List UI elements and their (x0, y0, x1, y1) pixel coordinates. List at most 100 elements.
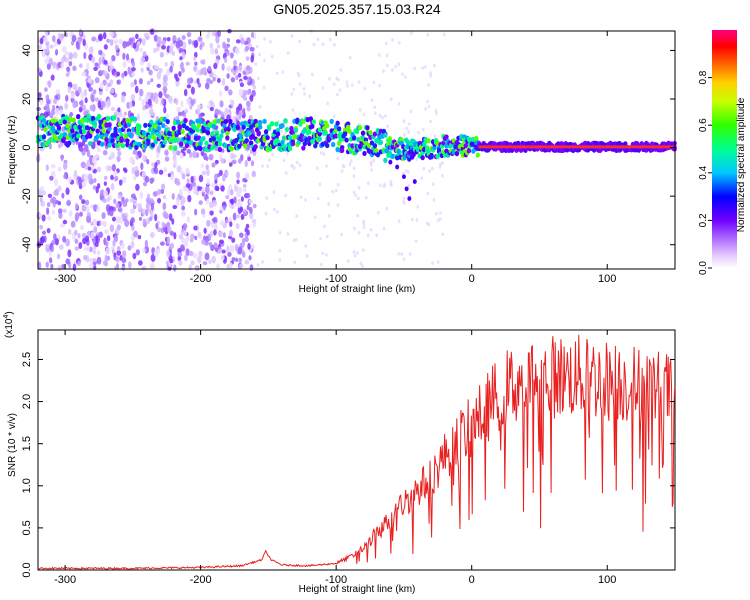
spectrogram-noise-cell (78, 194, 83, 200)
spectrogram-noise-cell (85, 205, 90, 213)
spectrogram-noise-cell (221, 249, 226, 254)
spectrogram-y-tick-label: -40 (21, 237, 33, 253)
spectrogram-noise-cell (163, 166, 168, 173)
spectrogram-noise-cell (229, 230, 233, 237)
spectrogram-noise-cell (145, 202, 150, 211)
spectrogram-noise-cell (106, 98, 111, 106)
spectrogram-noise-cell (209, 210, 214, 216)
spectrogram-noise-cell (299, 195, 303, 200)
spectrogram-band-cell (412, 179, 417, 184)
spectrogram-noise-cell (176, 199, 180, 208)
spectrogram-noise-cell (133, 230, 138, 238)
spectrogram-noise-cell (402, 257, 406, 262)
spectrogram-noise-cell (50, 263, 54, 269)
spectrogram-y-ticks: -40 -20 0 20 40 (21, 44, 675, 253)
spectrogram-noise-cell (197, 255, 202, 264)
spectrogram-noise-cell (41, 190, 46, 196)
spectrogram-noise-cell (167, 173, 171, 178)
spectrogram-noise-cell (308, 94, 312, 99)
spectrogram-noise-cell (238, 257, 242, 263)
snr-x-tick-label: -100 (325, 574, 347, 586)
spectrogram-band-cell (137, 123, 142, 129)
spectrogram-band-cell (287, 145, 293, 152)
spectrogram-band-cell (241, 124, 246, 130)
spectrogram-noise-cell (196, 77, 200, 85)
spectrogram-noise-cell (168, 213, 173, 221)
spectrogram-noise-cell (415, 157, 419, 161)
spectrogram-noise-cell (130, 240, 135, 249)
spectrogram-x-ticks: -300 -200 -100 0 100 (54, 31, 616, 285)
spectrogram-noise-cell (62, 235, 67, 243)
spectrogram-noise-cell (168, 265, 172, 271)
spectrogram-noise-cell (142, 218, 146, 225)
spectrogram-noise-cell (251, 170, 256, 178)
spectrogram-noise-cell (91, 165, 95, 171)
spectrogram-noise-cell (339, 68, 343, 72)
spectrogram-noise-cell (153, 250, 159, 257)
spectrogram-noise-cell (178, 39, 184, 47)
spectrogram-noise-cell (190, 260, 195, 266)
spectrogram-noise-cell (100, 100, 106, 108)
spectrogram-noise-cell (49, 111, 53, 117)
spectrogram-noise-cell (225, 171, 229, 177)
spectrogram-noise-cell (141, 265, 147, 271)
spectrogram-noise-cell (173, 159, 178, 166)
spectrogram-noise-cell (225, 219, 229, 224)
spectrogram-noise-cell (195, 190, 199, 196)
spectrogram-noise-cell (432, 197, 436, 202)
spectrogram-band-cell (248, 140, 254, 146)
spectrogram-noise-cell (202, 67, 207, 75)
spectrogram-noise-cell (92, 204, 98, 210)
spectrogram-noise-cell (171, 193, 175, 200)
spectrogram-band-cell (228, 118, 233, 125)
snr-series-line (37, 334, 676, 571)
spectrogram-noise-cell (173, 264, 177, 272)
spectrogram-noise-cell (75, 41, 80, 50)
spectrogram-noise-cell (150, 202, 154, 211)
spectrogram-band-cell (283, 118, 288, 124)
spectrogram-noise-cell (118, 206, 123, 213)
spectrogram-noise-cell (41, 214, 46, 222)
spectrogram-noise-cell (82, 237, 87, 245)
spectrogram-noise-cell (88, 86, 93, 92)
spectrogram-band-cell (174, 137, 179, 143)
spectrogram-noise-cell (164, 156, 170, 162)
spectrogram-noise-cell (438, 211, 442, 215)
spectrogram-noise-cell (246, 105, 251, 112)
spectrogram-band-cell (177, 125, 182, 131)
spectrogram-noise-cell (422, 166, 426, 171)
spectrogram-band-cell (105, 115, 111, 122)
spectrogram-noise-cell (242, 177, 247, 183)
spectrogram-noise-cell (402, 119, 406, 123)
spectrogram-noise-cell (122, 61, 127, 69)
spectrogram-band-cell (76, 133, 81, 139)
spectrogram-noise-cell (389, 182, 393, 187)
spectrogram-y-tick-label: 40 (21, 44, 33, 56)
spectrogram-noise-cell (118, 38, 123, 45)
spectrogram-noise-cell (119, 216, 124, 224)
snr-x-ticks: -300 -200 -100 0 100 (54, 330, 616, 586)
spectrogram-noise-cell (282, 158, 286, 163)
spectrogram-noise-cell (109, 39, 114, 46)
spectrogram-noise-cell (321, 42, 325, 47)
spectrogram-noise-cell (96, 166, 102, 173)
spectrogram-noise-cell (67, 86, 71, 94)
spectrogram-noise-cell (141, 153, 146, 162)
spectrogram-noise-cell (77, 86, 82, 94)
spectrogram-noise-cell (47, 193, 53, 198)
spectrogram-noise-cell (92, 218, 98, 226)
spectrogram-noise-cell (326, 101, 330, 106)
spectrogram-noise-cell (369, 160, 373, 165)
spectrogram-noise-cell (366, 233, 370, 238)
spectrogram-band-cell (150, 142, 155, 148)
chart-title: GN05.2025.357.15.03.R24 (273, 1, 441, 17)
spectrogram-noise-cell (175, 98, 179, 106)
spectrogram-band-cell (475, 152, 481, 158)
spectrogram-band-cell (301, 145, 306, 151)
spectrogram-noise-cell (145, 209, 149, 217)
spectrogram-noise-cell (198, 200, 203, 205)
spectrogram-noise-cell (212, 76, 216, 82)
spectrogram-noise-cell (114, 44, 119, 51)
spectrogram-noise-cell (175, 181, 181, 186)
